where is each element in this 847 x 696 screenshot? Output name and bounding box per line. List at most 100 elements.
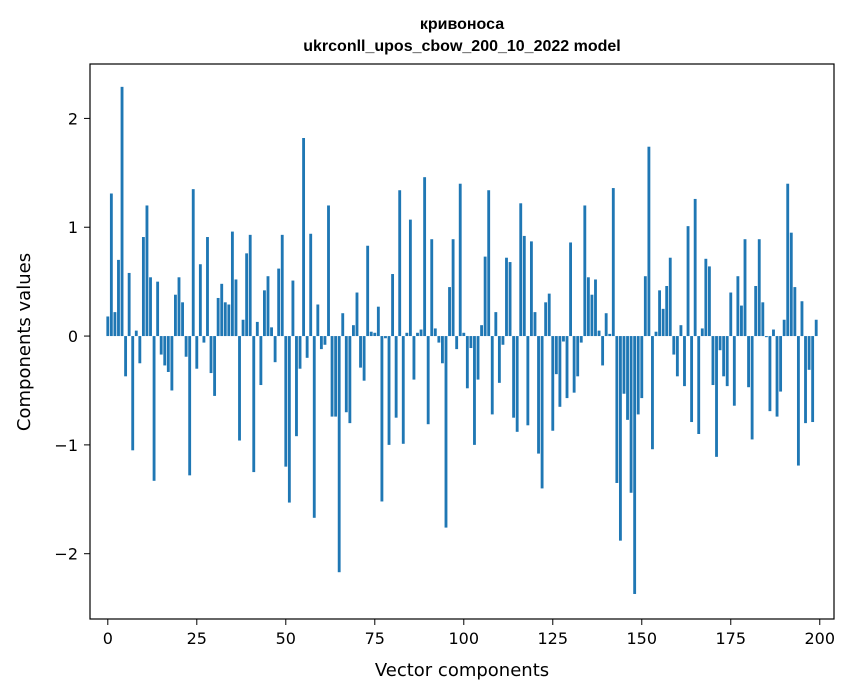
bar-component-166: [697, 336, 701, 434]
x-axis-label: Vector components: [375, 660, 549, 681]
bar-component-129: [565, 336, 569, 399]
bar-component-128: [562, 336, 565, 342]
bar-component-145: [622, 336, 626, 394]
bar-component-180: [747, 336, 750, 388]
bar-component-154: [654, 331, 658, 337]
bar-component-191: [786, 183, 790, 337]
bar-component-32: [220, 283, 224, 337]
bar-component-46: [270, 327, 273, 337]
bar-component-109: [494, 312, 498, 337]
bar-component-58: [312, 336, 316, 518]
bar-component-126: [554, 336, 558, 375]
bar-component-99: [458, 183, 462, 337]
bar-component-95: [444, 336, 448, 528]
bar-component-175: [729, 292, 733, 337]
bar-component-157: [665, 286, 669, 337]
bar-component-76: [376, 306, 380, 337]
bar-component-62: [327, 205, 330, 337]
bar-component-60: [319, 336, 323, 350]
bar-component-181: [750, 336, 754, 440]
bar-component-167: [700, 328, 704, 337]
bar-component-136: [590, 294, 594, 337]
bar-component-176: [732, 336, 736, 406]
bar-component-120: [533, 312, 537, 337]
bar-component-7: [131, 336, 135, 451]
bar-component-116: [519, 203, 523, 337]
bar-component-53: [295, 336, 298, 437]
bar-component-30: [213, 336, 217, 396]
bar-component-182: [754, 286, 758, 337]
bar-component-81: [394, 336, 398, 418]
bar-component-93: [437, 336, 441, 343]
x-tick-label: 100: [449, 629, 480, 648]
bar-component-192: [789, 232, 793, 337]
bar-component-89: [423, 177, 427, 337]
bar-component-102: [469, 336, 473, 349]
bar-component-118: [526, 336, 530, 426]
bar-component-124: [547, 293, 551, 337]
bar-component-65: [337, 336, 341, 573]
bar-component-82: [398, 190, 402, 337]
bar-component-63: [330, 336, 334, 417]
bar-component-148: [633, 336, 637, 594]
bar-component-1: [109, 193, 113, 337]
bar-component-22: [184, 336, 188, 357]
bar-component-57: [309, 233, 313, 337]
chart-title: кривоноса: [420, 16, 504, 33]
y-tick-label: −1: [54, 436, 78, 455]
bar-component-47: [273, 336, 277, 363]
x-tick-label: 0: [103, 629, 113, 648]
bar-component-14: [156, 281, 160, 337]
bar-component-86: [412, 336, 416, 380]
bar-component-8: [134, 330, 138, 337]
bar-component-64: [334, 336, 338, 417]
bar-component-161: [679, 325, 683, 337]
bar-component-85: [408, 219, 412, 337]
bar-component-108: [490, 336, 494, 415]
bar-component-2: [113, 312, 117, 337]
bar-component-74: [369, 331, 373, 337]
bar-component-51: [287, 336, 291, 503]
bar-component-112: [505, 257, 508, 337]
bar-component-177: [736, 276, 740, 337]
bar-component-31: [216, 297, 220, 337]
bar-component-12: [149, 277, 152, 337]
bar-component-151: [643, 276, 647, 337]
bar-component-111: [501, 336, 505, 345]
bar-component-41: [252, 336, 256, 473]
bar-component-4: [120, 86, 124, 337]
bar-component-169: [707, 266, 711, 337]
bar-component-160: [675, 336, 679, 377]
bar-component-198: [811, 336, 815, 423]
bar-component-156: [661, 308, 665, 337]
x-tick-label: 75: [365, 629, 385, 648]
bar-component-107: [487, 190, 491, 337]
bar-component-178: [740, 305, 743, 337]
bar-component-35: [230, 231, 234, 337]
bar-component-117: [522, 235, 526, 337]
bar-component-90: [426, 336, 430, 425]
bar-component-170: [711, 336, 715, 386]
bar-component-45: [266, 276, 270, 337]
bar-component-52: [291, 280, 295, 337]
bar-component-150: [640, 336, 644, 399]
x-tick-label: 200: [804, 629, 835, 648]
bar-component-77: [380, 336, 384, 502]
bar-component-40: [248, 234, 252, 337]
bar-component-144: [618, 336, 622, 541]
bar-component-96: [448, 287, 451, 337]
bar-component-122: [540, 336, 544, 489]
bar-component-143: [615, 336, 619, 483]
bar-component-17: [166, 336, 170, 372]
bar-component-162: [683, 336, 686, 387]
bar-component-165: [693, 198, 697, 337]
x-tick-label: 150: [626, 629, 657, 648]
bar-component-197: [807, 336, 811, 370]
bar-component-137: [594, 279, 597, 337]
bar-component-80: [391, 274, 395, 337]
bar-component-104: [476, 336, 480, 380]
bar-component-27: [202, 336, 206, 343]
bar-component-61: [323, 336, 327, 345]
bar-component-168: [704, 258, 708, 337]
